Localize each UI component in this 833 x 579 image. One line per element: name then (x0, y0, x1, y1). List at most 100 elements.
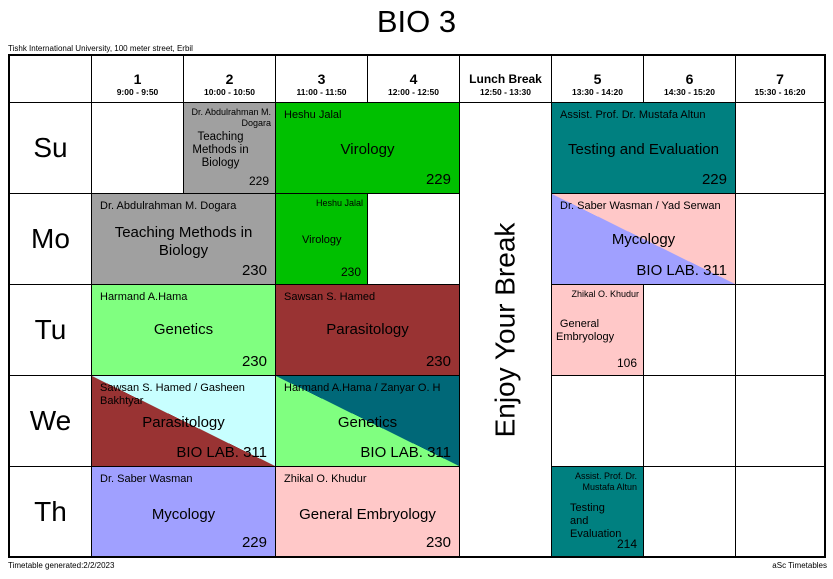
lesson-teacher: Sawsan S. Hamed / Gasheen Bakhtyar (100, 382, 245, 407)
lesson-room: 230 (425, 353, 451, 370)
lesson-card[interactable]: Sawsan S. Hamed / Gasheen Bakhtyar Paras… (92, 376, 276, 467)
lesson-room: 229 (425, 171, 451, 188)
period-number: 2 (225, 71, 234, 87)
lesson-subject: General Embryology (556, 318, 615, 343)
lesson-subject: Parasitology (326, 321, 409, 338)
lesson-card[interactable]: Dr. Abdulrahman M. Dogara Teaching Metho… (184, 103, 276, 194)
empty-slot (92, 103, 184, 194)
period-header-lunch: Lunch Break 12:50 - 13:30 (460, 56, 552, 103)
lesson-room: BIO LAB. 311 (360, 444, 451, 461)
lesson-card[interactable]: Harmand A.Hama Genetics 230 (92, 285, 276, 376)
lesson-subject: Testing and Evaluation (570, 502, 622, 540)
period-time: 14:30 - 15:20 (663, 87, 716, 97)
lesson-subject: General Embryology (299, 506, 436, 523)
lesson-teacher: Dr. Saber Wasman (100, 473, 193, 485)
lesson-room: BIO LAB. 311 (636, 262, 727, 279)
lesson-teacher: Dr. Saber Wasman / Yad Serwan (560, 200, 721, 212)
corner-cell (10, 56, 92, 103)
lesson-teacher: Assist. Prof. Dr. Mustafa Altun (560, 109, 706, 121)
period-header-1: 1 9:00 - 9:50 (92, 56, 184, 103)
lesson-card[interactable]: Sawsan S. Hamed Parasitology 230 (276, 285, 460, 376)
period-time: 10:00 - 10:50 (203, 87, 256, 97)
lesson-teacher: Sawsan S. Hamed (284, 291, 376, 303)
lesson-teacher: Heshu Jalal (284, 109, 342, 121)
day-label-tuesday: Tu (10, 285, 92, 376)
lesson-subject: Teaching Methods in Biology (114, 224, 253, 259)
lesson-room: 229 (248, 174, 269, 188)
period-number: 6 (685, 71, 694, 87)
lesson-teacher: Zhikal O. Khudur (284, 473, 367, 485)
day-label-thursday: Th (10, 467, 92, 556)
period-number: Lunch Break (469, 72, 542, 86)
lesson-teacher: Harmand A.Hama (100, 291, 188, 303)
lesson-subject: Mycology (611, 231, 676, 248)
period-header-4: 4 12:00 - 12:50 (368, 56, 460, 103)
lesson-card[interactable]: Assist. Prof. Dr. Mustafa Altun Testing … (552, 103, 736, 194)
lesson-card[interactable]: Assist. Prof. Dr. Mustafa Altun Testing … (552, 467, 644, 556)
split-background (276, 376, 459, 466)
lesson-room: 230 (340, 265, 361, 279)
lesson-card[interactable]: Heshu Jalal Virology 229 (276, 103, 460, 194)
split-background (552, 194, 735, 284)
lesson-subject: Virology (340, 141, 395, 158)
period-number: 5 (593, 71, 602, 87)
period-header-2: 2 10:00 - 10:50 (184, 56, 276, 103)
lesson-subject: Teaching Methods in Biology (192, 131, 249, 169)
generated-date: Timetable generated:2/2/2023 (8, 561, 115, 570)
lesson-subject: Virology (302, 234, 342, 246)
empty-slot (736, 467, 824, 556)
lesson-card[interactable]: Zhikal O. Khudur General Embryology 230 (276, 467, 460, 556)
lesson-subject: Genetics (153, 321, 214, 338)
lesson-teacher: Zhikal O. Khudur (571, 289, 639, 299)
lesson-subject: Parasitology (142, 414, 225, 431)
lesson-subject: Testing and Evaluation (568, 141, 719, 158)
lesson-room: 106 (616, 356, 637, 370)
lesson-card[interactable]: Dr. Abdulrahman M. Dogara Teaching Metho… (92, 194, 276, 285)
lesson-room: 214 (616, 537, 637, 551)
period-number: 1 (133, 71, 142, 87)
period-number: 3 (317, 71, 326, 87)
lesson-card[interactable]: Dr. Saber Wasman Mycology 229 (92, 467, 276, 556)
lesson-room: 230 (241, 262, 267, 279)
lesson-room: BIO LAB. 311 (176, 444, 267, 461)
empty-slot (736, 194, 824, 285)
empty-slot (644, 467, 736, 556)
period-number: 4 (409, 71, 418, 87)
lesson-teacher: Dr. Abdulrahman M. Dogara (100, 200, 237, 212)
lesson-room: 229 (701, 171, 727, 188)
day-label-monday: Mo (10, 194, 92, 285)
lesson-teacher: Harmand A.Hama / Zanyar O. H (284, 382, 441, 394)
period-header-6: 6 14:30 - 15:20 (644, 56, 736, 103)
lesson-room: 230 (241, 353, 267, 370)
lesson-room: 229 (241, 534, 267, 551)
day-label-wednesday: We (10, 376, 92, 467)
empty-slot (552, 376, 644, 467)
software-brand: aSc Timetables (772, 561, 827, 570)
lesson-teacher: Heshu Jalal (315, 198, 363, 208)
timetable-title: BIO 3 (376, 4, 457, 39)
empty-slot (736, 376, 824, 467)
lesson-card[interactable]: Zhikal O. Khudur General Embryology 106 (552, 285, 644, 376)
period-time: 12:50 - 13:30 (479, 87, 532, 97)
institution-address: Tishk International University, 100 mete… (8, 44, 193, 53)
lunch-break-column: Enjoy Your Break (460, 103, 552, 556)
day-label-sunday: Su (10, 103, 92, 194)
lesson-subject: Genetics (337, 414, 398, 431)
lesson-room: 230 (425, 534, 451, 551)
period-time: 12:00 - 12:50 (387, 87, 440, 97)
lesson-subject: Mycology (151, 506, 216, 523)
empty-slot (736, 103, 824, 194)
period-header-5: 5 13:30 - 14:20 (552, 56, 644, 103)
lunch-break-text: Enjoy Your Break (489, 222, 521, 437)
lesson-teacher: Assist. Prof. Dr. Mustafa Altun (574, 471, 637, 492)
empty-slot (644, 376, 736, 467)
split-background (92, 376, 275, 466)
empty-slot (736, 285, 824, 376)
lesson-card[interactable]: Harmand A.Hama / Zanyar O. H Genetics BI… (276, 376, 460, 467)
timetable-grid: 1 9:00 - 9:50 2 10:00 - 10:50 3 11:00 - 11:… (8, 54, 826, 558)
period-time: 11:00 - 11:50 (296, 87, 347, 97)
lesson-card[interactable]: Heshu Jalal Virology 230 (276, 194, 368, 285)
period-time: 15:30 - 16:20 (754, 87, 806, 97)
lesson-card[interactable]: Dr. Saber Wasman / Yad Serwan Mycology B… (552, 194, 736, 285)
empty-slot (644, 285, 736, 376)
